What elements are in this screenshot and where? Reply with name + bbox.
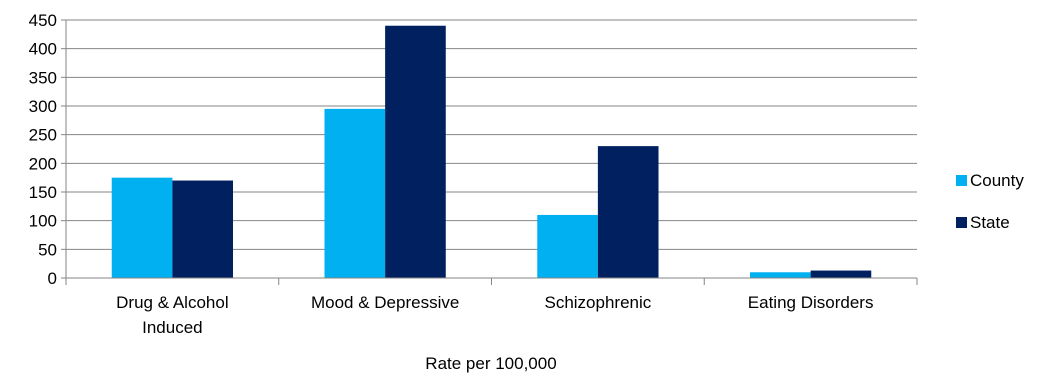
legend-swatch-county	[956, 175, 967, 186]
y-tick-label: 400	[29, 40, 57, 59]
y-tick-label: 100	[29, 212, 57, 231]
bar-state-2	[597, 146, 659, 278]
legend: County State	[956, 171, 1024, 232]
bar-state-0	[172, 180, 234, 278]
legend-label-state: State	[970, 213, 1010, 232]
x-category-label: Drug & Alcohol Induced	[116, 293, 228, 337]
bar-county-0	[111, 177, 173, 278]
axes	[61, 19, 918, 285]
x-category-label: Mood & Depressive	[311, 293, 459, 312]
y-tick-label: 50	[38, 240, 57, 259]
x-category-label: Eating Disorders	[748, 293, 874, 312]
y-tick-label: 300	[29, 97, 57, 116]
bars	[111, 25, 872, 278]
y-tick-label: 150	[29, 183, 57, 202]
y-tick-label: 350	[29, 68, 57, 87]
legend-label-county: County	[970, 171, 1024, 190]
x-axis-title: Rate per 100,000	[425, 354, 556, 373]
x-category-labels: Drug & Alcohol Induced Mood & Depressive Sc…	[116, 293, 873, 337]
bar-state-3	[810, 270, 872, 278]
bar-county-1	[324, 108, 386, 278]
y-tick-label: 450	[29, 11, 57, 30]
y-tick-label: 0	[48, 269, 57, 288]
bar-county-3	[749, 272, 811, 278]
y-tick-label: 250	[29, 126, 57, 145]
y-tick-labels: 0 50 100 150 200 250 300 350 400 450	[29, 11, 57, 288]
x-category-label: Schizophrenic	[544, 293, 651, 312]
legend-swatch-state	[956, 217, 967, 228]
bar-state-1	[385, 25, 446, 278]
y-tick-label: 200	[29, 154, 57, 173]
bar-county-2	[537, 214, 598, 278]
